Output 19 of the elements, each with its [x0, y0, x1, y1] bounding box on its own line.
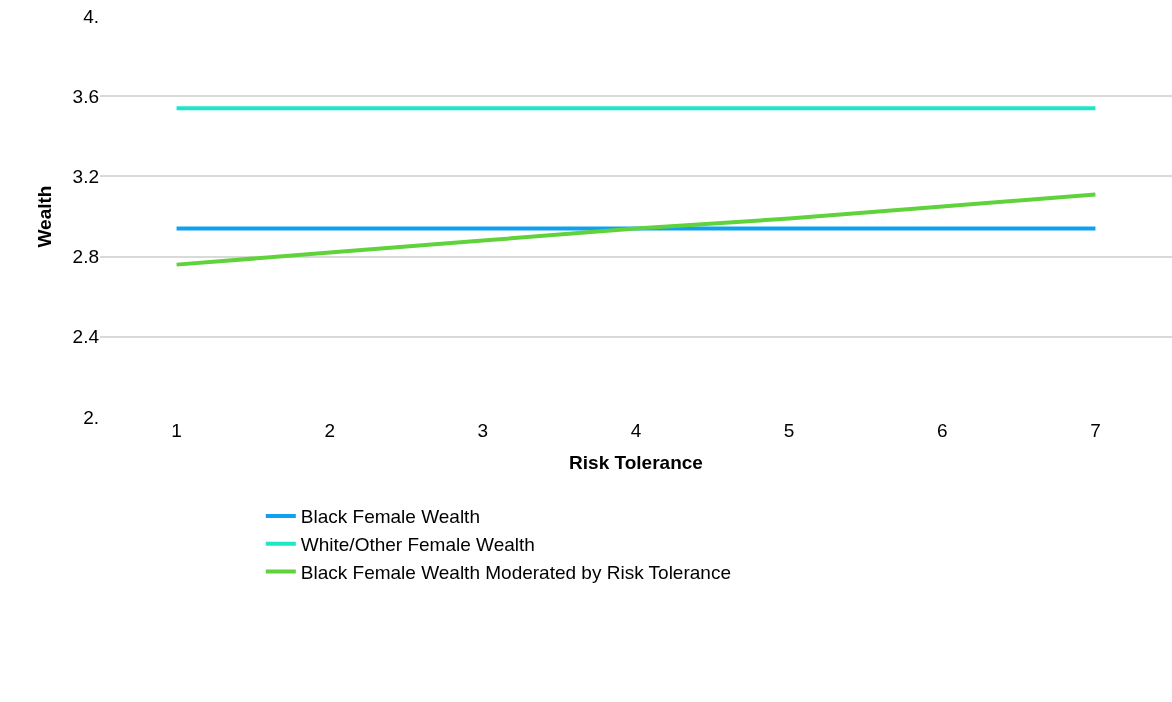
- y-tick-label: 4.: [83, 5, 99, 27]
- y-tick-label: 2.: [83, 406, 99, 428]
- x-tick-label: 6: [937, 420, 948, 441]
- y-tick-label: 3.6: [72, 85, 99, 107]
- legend-label: Black Female Wealth Moderated by Risk Tolerance: [300, 561, 731, 583]
- y-tick-label: 2.8: [72, 246, 99, 268]
- line-series: [174, 192, 1098, 267]
- y-tick-label: 3.2: [72, 166, 99, 188]
- y-axis-title: Wealth: [34, 185, 56, 248]
- x-tick-label: 7: [1090, 420, 1101, 441]
- x-axis-title: Risk Tolerance: [569, 451, 703, 473]
- legend-label: White/Other Female Wealth: [300, 534, 535, 556]
- x-tick-label: 5: [783, 420, 795, 441]
- x-tick-label: 1: [171, 420, 182, 441]
- y-tick-label: 2.4: [72, 326, 100, 348]
- legend-label: Black Female Wealth: [300, 506, 480, 528]
- x-tick-label: 2: [324, 420, 335, 441]
- x-tick-label: 4: [630, 420, 642, 441]
- x-tick-label: 3: [477, 420, 489, 441]
